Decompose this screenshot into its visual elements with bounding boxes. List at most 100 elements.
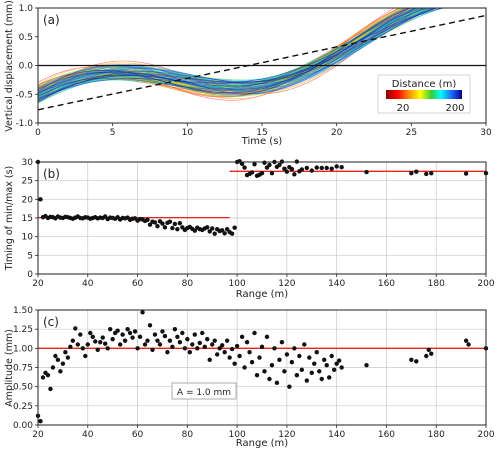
x-tick-label: 20 <box>331 128 343 138</box>
data-point <box>103 341 108 346</box>
data-point <box>314 165 319 170</box>
y-tick-label: 0.0 <box>19 62 34 72</box>
data-point <box>426 347 431 353</box>
data-point <box>105 346 110 351</box>
data-point <box>302 342 307 347</box>
data-point <box>252 330 257 336</box>
panel-a-timeseries: 0 5 10 15 20 25 30 -1.0 -0.5 0.0 0.5 1.0 (a) Time (… <box>4 0 492 147</box>
data-point <box>247 349 252 355</box>
data-point <box>95 347 100 353</box>
data-point <box>45 372 51 378</box>
data-point <box>38 197 43 202</box>
y-tick-label: 15 <box>22 214 33 224</box>
data-point <box>269 171 275 176</box>
x-tick-label: 20 <box>32 279 44 289</box>
colorbar-gradient <box>386 90 462 99</box>
x-tick-label: 40 <box>82 430 94 440</box>
data-point <box>175 334 180 340</box>
data-point <box>229 231 235 236</box>
y-tick-label: 25 <box>22 177 33 187</box>
data-point <box>324 363 329 368</box>
data-point <box>219 228 225 233</box>
data-point <box>162 225 168 230</box>
data-point <box>170 225 175 231</box>
data-point <box>244 340 250 345</box>
data-point <box>93 339 98 344</box>
data-point <box>317 369 322 374</box>
data-point <box>267 376 272 382</box>
data-point <box>195 346 200 351</box>
data-point <box>466 342 471 347</box>
data-point <box>162 333 168 339</box>
data-point <box>232 361 237 366</box>
x-tick-label: 80 <box>182 279 194 289</box>
data-point <box>249 170 255 175</box>
data-point <box>115 328 120 333</box>
data-point <box>292 346 297 351</box>
data-point <box>329 353 334 359</box>
data-point <box>80 346 86 351</box>
data-point <box>120 332 125 337</box>
data-point <box>284 352 290 357</box>
data-point <box>339 365 344 370</box>
x-tick-label: 10 <box>182 128 194 138</box>
data-point <box>98 340 103 345</box>
data-point <box>269 363 275 368</box>
series-line <box>38 8 426 94</box>
data-point <box>155 224 160 229</box>
data-point <box>429 351 434 356</box>
data-point <box>212 231 217 236</box>
data-point <box>152 220 158 225</box>
data-point <box>145 217 150 223</box>
data-point <box>277 162 282 168</box>
x-tick-label: 180 <box>428 279 445 289</box>
data-point <box>229 346 235 352</box>
data-point <box>185 336 190 342</box>
trend-line <box>37 14 487 111</box>
data-point <box>190 342 195 347</box>
data-point <box>88 330 93 336</box>
data-point <box>252 162 257 167</box>
data-point <box>232 225 237 230</box>
data-point <box>312 361 317 366</box>
data-point <box>242 365 247 370</box>
data-point <box>309 370 314 376</box>
x-tick-label: 200 <box>477 430 494 440</box>
data-point <box>262 160 267 165</box>
data-point <box>219 343 225 348</box>
data-point <box>130 335 135 340</box>
data-point <box>287 384 292 389</box>
data-point <box>327 375 332 380</box>
y-tick-label: 1.00 <box>13 344 33 354</box>
y-tick-label: 1.25 <box>13 325 33 335</box>
y-tick-label: 10 <box>22 233 34 243</box>
y-tick-label: 0.5 <box>19 33 33 43</box>
y-tick-label: 0.50 <box>13 383 33 393</box>
data-point <box>177 221 183 226</box>
data-point <box>339 165 344 170</box>
data-point <box>192 228 197 233</box>
colorbar: Distance (m) 20 200 <box>377 74 471 114</box>
x-tick-label: 160 <box>378 430 395 440</box>
data-point <box>274 380 280 386</box>
data-points <box>35 159 489 236</box>
data-point <box>463 338 469 343</box>
data-point <box>165 349 170 355</box>
data-point <box>53 353 58 359</box>
displacement-curves <box>38 8 446 104</box>
data-point <box>334 164 339 169</box>
data-point <box>117 342 123 347</box>
data-point <box>73 326 78 331</box>
data-point <box>242 165 247 170</box>
data-point <box>329 166 334 171</box>
data-point <box>170 344 175 349</box>
data-point <box>424 353 429 359</box>
series-line <box>38 8 411 95</box>
data-point <box>63 349 68 355</box>
data-point <box>224 227 230 232</box>
data-point <box>210 226 215 231</box>
data-point <box>322 357 327 363</box>
data-point <box>50 365 56 370</box>
series-line <box>38 8 437 103</box>
data-points <box>35 310 489 424</box>
